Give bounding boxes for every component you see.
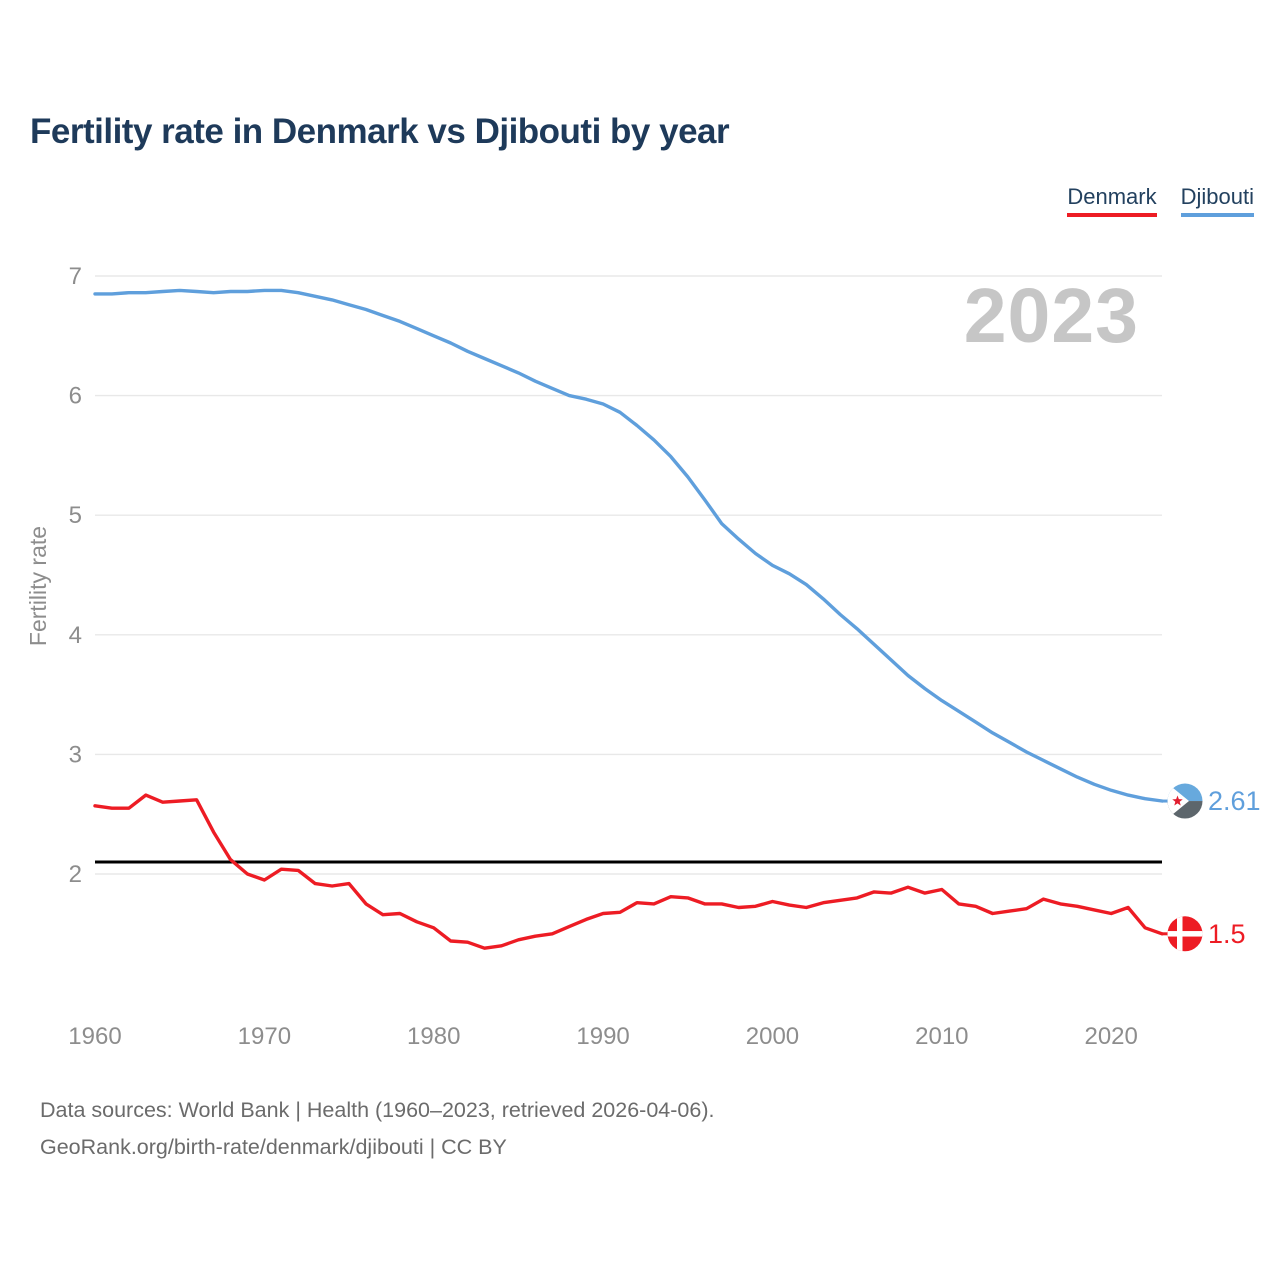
y-tick-label: 7 bbox=[69, 263, 82, 290]
x-tick-label: 2010 bbox=[915, 1023, 968, 1050]
x-tick-label: 2000 bbox=[746, 1023, 799, 1050]
x-tick-label: 1960 bbox=[68, 1023, 121, 1050]
x-tick-label: 1970 bbox=[238, 1023, 291, 1050]
y-tick-label: 2 bbox=[69, 861, 82, 888]
y-tick-label: 6 bbox=[69, 383, 82, 410]
watermark-year: 2023 bbox=[963, 273, 1139, 359]
footer: Data sources: World Bank | Health (1960–… bbox=[40, 1092, 714, 1166]
page-title: Fertility rate in Denmark vs Djibouti by… bbox=[30, 112, 730, 151]
y-tick-label: 4 bbox=[69, 622, 82, 649]
series-line-denmark bbox=[93, 793, 1164, 950]
series-line-djibouti bbox=[93, 288, 1164, 803]
djibouti-flag-icon bbox=[1167, 783, 1203, 819]
legend-item-denmark[interactable]: Denmark bbox=[1067, 184, 1157, 217]
y-axis-title: Fertility rate bbox=[25, 526, 51, 646]
djibouti-flag-star bbox=[1172, 795, 1183, 806]
djibouti-end-value: 2.61 bbox=[1208, 786, 1261, 816]
footer-attribution-line: GeoRank.org/birth-rate/denmark/djibouti … bbox=[40, 1135, 507, 1159]
denmark-flag-icon bbox=[1167, 916, 1203, 952]
y-tick-labels: 7 6 5 4 3 2 bbox=[69, 263, 82, 888]
gridlines bbox=[95, 275, 1162, 875]
legend: Denmark Djibouti bbox=[1067, 184, 1254, 217]
denmark-end-value: 1.5 bbox=[1208, 919, 1246, 949]
legend-item-djibouti[interactable]: Djibouti bbox=[1180, 184, 1254, 217]
footer-sources-line: Data sources: World Bank | Health (1960–… bbox=[40, 1098, 715, 1122]
x-tick-label: 1990 bbox=[576, 1023, 629, 1050]
x-tick-label: 2020 bbox=[1084, 1023, 1137, 1050]
y-tick-label: 3 bbox=[69, 741, 82, 768]
x-tick-label: 1980 bbox=[407, 1023, 460, 1050]
series-lines bbox=[93, 288, 1168, 950]
x-tick-labels: 1960 1970 1980 1990 2000 2010 2020 bbox=[68, 1023, 1138, 1050]
y-tick-label: 5 bbox=[69, 502, 82, 529]
